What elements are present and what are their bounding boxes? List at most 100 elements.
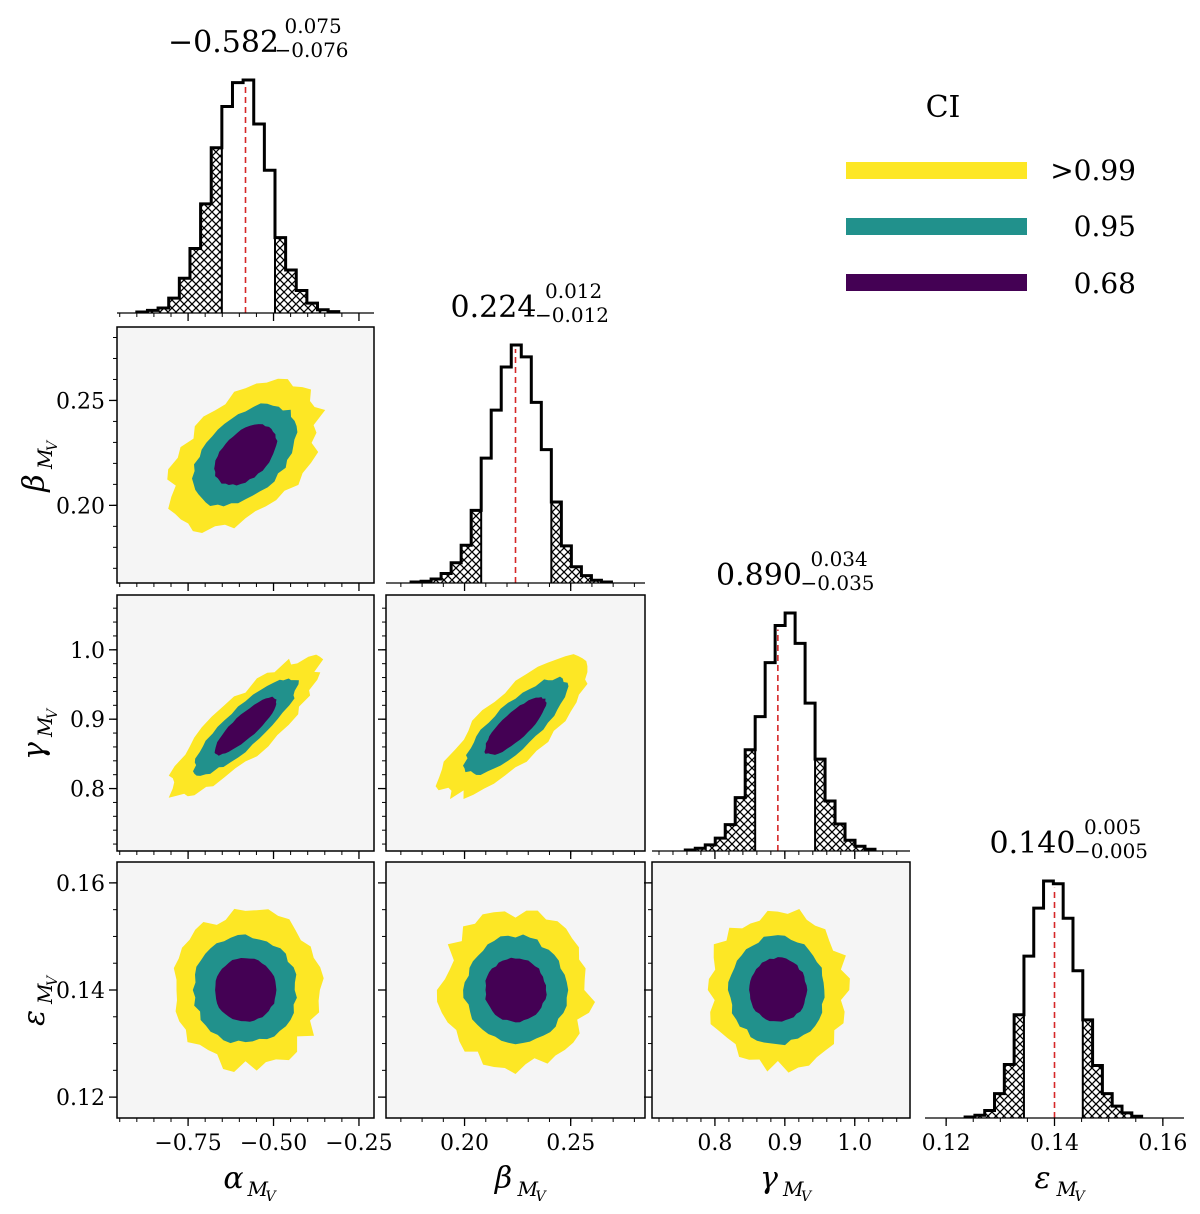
legend-swatch-95 [846, 218, 1027, 235]
histogram-bar [1082, 1019, 1093, 1118]
axis-subscript: M [33, 448, 57, 470]
stat-plus-gamma: 0.034 [811, 547, 868, 571]
axis-symbol: β [494, 1161, 512, 1196]
x-axis-label-beta: β MV [494, 1161, 548, 1205]
axis-subsubscript: V [45, 974, 61, 986]
contour-068 [215, 958, 277, 1022]
histogram-bar [521, 357, 531, 583]
panel-frame [116, 326, 375, 584]
histogram-outline [409, 343, 613, 584]
histogram-bar [158, 308, 169, 313]
histogram-bar [296, 290, 307, 313]
histogram-bar [441, 573, 452, 583]
x-tick-label: 0.20 [440, 1131, 489, 1156]
stat-title-gamma: 0.890 [716, 558, 802, 593]
contour-panel-beta-epsilon: 0.20 0.25 [378, 861, 646, 1156]
legend-title: CI [926, 90, 961, 125]
x-tick-label: −0.25 [325, 1131, 392, 1156]
histogram-bar [1004, 1064, 1015, 1118]
y-tick-label: 0.12 [56, 1086, 105, 1111]
x-tick-label: −0.50 [240, 1131, 307, 1156]
axis-symbol: ε [17, 1010, 52, 1026]
axis-symbol: γ [17, 742, 52, 760]
histogram-bar [431, 578, 442, 583]
x-tick-label: 1.0 [837, 1131, 872, 1156]
histogram-bar [1044, 881, 1054, 1118]
contour-panel-alpha-gamma: 0.8 0.9 1.0 [70, 594, 375, 859]
histogram-bar [785, 613, 795, 851]
histogram-bar [274, 237, 286, 313]
axis-subsubscript: V [1075, 1189, 1087, 1205]
axis-subscript: M [517, 1177, 539, 1201]
y-axis-label-gamma: γMV [17, 707, 61, 760]
histogram-bar [189, 248, 201, 313]
histogram-bar [571, 566, 582, 583]
histogram-bar [317, 309, 329, 313]
stat-minus-gamma: −0.035 [801, 571, 875, 595]
histogram-beta: 0.224 0.012−0.012 [386, 279, 645, 591]
stat-plus-epsilon: 0.005 [1084, 815, 1141, 839]
axis-subscript: M [1056, 1177, 1078, 1201]
histogram-bar [815, 759, 826, 851]
histogram-bar [845, 840, 856, 851]
histogram-bar [835, 823, 846, 851]
y-tick-label: 0.25 [56, 389, 105, 414]
histogram-bar [581, 575, 592, 583]
contours [168, 654, 324, 798]
x-tick-label: 0.9 [767, 1131, 802, 1156]
x-tick-label: 0.14 [1030, 1131, 1079, 1156]
y-tick-label: 0.20 [56, 494, 105, 519]
contours [173, 908, 324, 1072]
stat-minus-epsilon: −0.005 [1074, 839, 1148, 863]
histogram-bar [306, 303, 318, 313]
legend-swatch-99 [846, 162, 1027, 179]
axis-subscript: M [782, 1177, 804, 1201]
axis-symbol: α [223, 1161, 243, 1196]
histogram-bar [1112, 1106, 1123, 1118]
histogram-bar [1102, 1093, 1113, 1118]
contour-panel-gamma-epsilon: 0.8 0.9 1.0 [644, 861, 911, 1156]
contours [436, 910, 595, 1074]
stat-title-epsilon: 0.140 [990, 826, 1076, 861]
histogram-bar [561, 545, 572, 583]
x-tick-label: 0.12 [922, 1131, 971, 1156]
histogram-bar [735, 797, 746, 851]
histogram-bar [1092, 1065, 1103, 1118]
contour-panel-alpha-beta: 0.20 0.25 [56, 326, 375, 591]
x-tick-label: 0.8 [697, 1131, 732, 1156]
histogram-bar [254, 124, 265, 313]
legend: CI >0.99 0.95 0.68 [846, 90, 1136, 300]
axis-symbol: β [17, 474, 52, 492]
panel-frame [116, 594, 375, 852]
panel-frame [385, 594, 646, 852]
contour-panel-alpha-epsilon: −0.75 −0.50 −0.25 0.12 0.14 0.16 [56, 861, 393, 1156]
stat-plus-alpha: 0.075 [285, 14, 342, 38]
axis-subsubscript: V [45, 707, 61, 719]
stat-title-alpha: −0.582 [168, 25, 279, 60]
histogram-bar [491, 410, 501, 583]
contours [167, 378, 326, 533]
axis-subsubscript: V [536, 1189, 548, 1205]
histogram-bar [551, 501, 562, 583]
y-tick-label: 0.14 [56, 979, 105, 1004]
axis-subscript: M [247, 1177, 269, 1201]
axis-symbol: γ [760, 1161, 778, 1196]
axis-symbol: ε [1034, 1161, 1050, 1196]
histogram-bar [481, 458, 491, 583]
axis-subsubscript: V [266, 1189, 278, 1205]
x-tick-label: −0.75 [154, 1131, 221, 1156]
axis-subscript: M [33, 983, 57, 1005]
histogram-bar [179, 278, 190, 313]
histogram-outline [135, 78, 341, 314]
histogram-outline [963, 879, 1144, 1119]
histogram-bar [471, 510, 482, 583]
histogram-bar [264, 170, 275, 313]
contour-068 [484, 697, 547, 755]
histogram-bar [825, 801, 836, 851]
histogram-outline [683, 611, 877, 852]
histogram-alpha: −0.582 0.075−0.076 [117, 14, 374, 321]
contours [435, 654, 588, 800]
contours [707, 909, 850, 1073]
